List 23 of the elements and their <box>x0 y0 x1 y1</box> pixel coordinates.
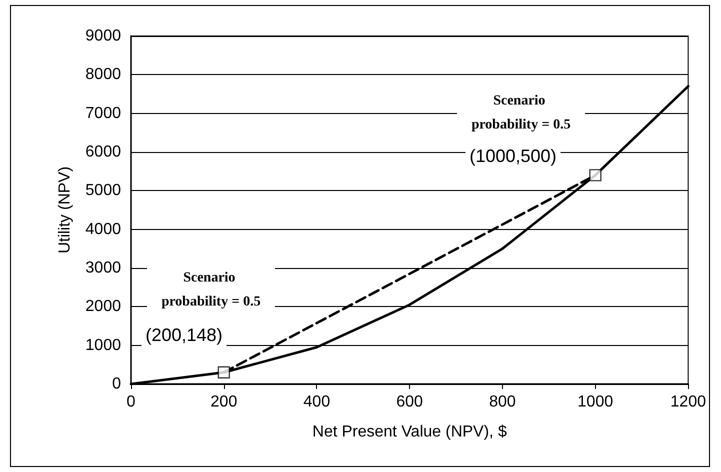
x-tick-label: 400 <box>303 394 330 410</box>
y-tick-label: 5000 <box>85 182 122 200</box>
y-tick-label: 4000 <box>85 220 122 238</box>
x-tick-label: 600 <box>396 394 424 410</box>
y-tick-label: 7000 <box>85 104 122 122</box>
annotation: Scenario probability = 0.5 <box>471 94 571 132</box>
y-axis-title: Utility (NPV) <box>56 166 74 254</box>
x-tick-label: 800 <box>489 394 516 410</box>
y-tick-label: 0 <box>112 376 122 392</box>
y-tick-label: 8000 <box>85 66 122 84</box>
x-tick-label: 1000 <box>578 394 614 410</box>
x-tick-label: 0 <box>126 394 136 410</box>
annotation: (200,148) <box>145 325 223 345</box>
y-tick-label: 2000 <box>85 298 122 316</box>
y-tick-label: 1000 <box>85 336 122 354</box>
annotation: (1000,500) <box>469 146 557 166</box>
x-axis-title: Net Present Value (NPV), $ <box>312 424 507 440</box>
annotation: Scenario probability = 0.5 <box>161 270 261 310</box>
y-tick-label: 3000 <box>85 260 122 276</box>
y-tick-label: 6000 <box>85 144 122 160</box>
x-tick-label: 1200 <box>670 394 706 410</box>
x-tick-label: 200 <box>210 394 238 410</box>
y-tick-label: 9000 <box>85 28 122 44</box>
